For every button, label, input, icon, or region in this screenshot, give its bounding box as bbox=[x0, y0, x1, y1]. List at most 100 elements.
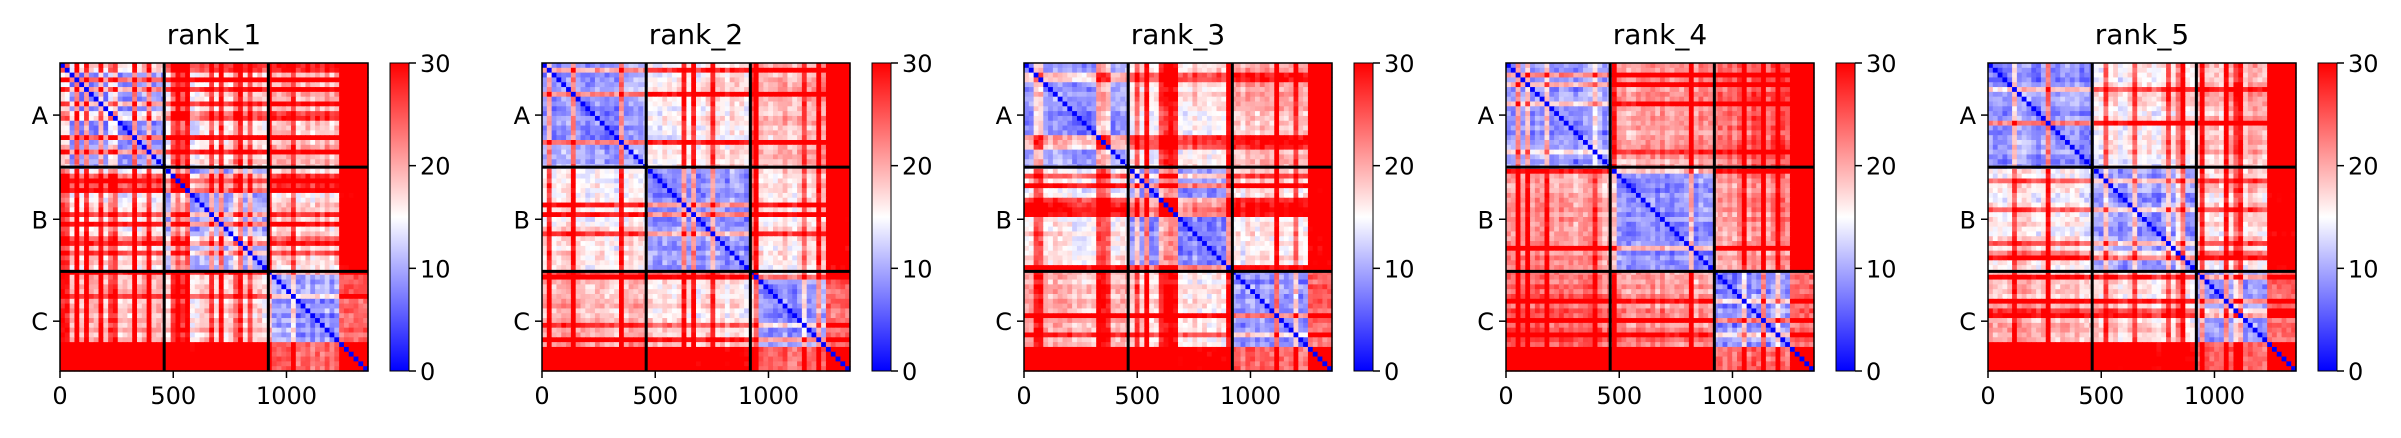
heatmap-cell bbox=[787, 101, 793, 107]
heatmap-cell bbox=[69, 140, 76, 146]
heatmap-cell bbox=[363, 87, 369, 93]
heatmap-cell bbox=[242, 221, 249, 228]
heatmap-cell bbox=[315, 236, 321, 242]
heatmap-cell bbox=[141, 250, 148, 257]
heatmap-cell bbox=[773, 106, 779, 112]
heatmap-cell bbox=[247, 101, 254, 107]
heatmap-cell bbox=[561, 106, 567, 112]
heatmap-cell bbox=[74, 168, 80, 175]
heatmap-cell bbox=[185, 188, 191, 194]
heatmap-cell bbox=[214, 140, 220, 146]
heatmap-cell bbox=[310, 178, 316, 184]
heatmap-cell bbox=[69, 250, 76, 257]
heatmap-cell bbox=[199, 318, 205, 324]
heatmap-cell bbox=[358, 154, 364, 160]
heatmap-cell bbox=[223, 183, 230, 189]
heatmap-cell bbox=[218, 337, 225, 343]
heatmap-cell bbox=[286, 212, 292, 218]
heatmap-cell bbox=[825, 91, 832, 98]
heatmap-cell bbox=[194, 308, 201, 314]
heatmap-cell bbox=[233, 197, 239, 204]
heatmap-cell bbox=[623, 125, 630, 131]
heatmap-cell bbox=[247, 120, 254, 127]
heatmap-cell bbox=[228, 178, 234, 184]
heatmap-cell bbox=[218, 91, 225, 98]
heatmap-cell bbox=[329, 63, 335, 69]
heatmap-cell bbox=[185, 154, 191, 160]
heatmap-cell bbox=[103, 120, 109, 127]
heatmap-cell bbox=[151, 255, 157, 261]
heatmap-cell bbox=[180, 318, 186, 324]
heatmap-cell bbox=[334, 366, 340, 372]
heatmap-cell bbox=[238, 197, 244, 204]
heatmap-cell bbox=[343, 140, 350, 146]
heatmap-cell bbox=[753, 101, 760, 107]
heatmap-cell bbox=[170, 212, 177, 218]
heatmap-cell bbox=[189, 318, 196, 324]
heatmap-cell bbox=[363, 366, 369, 372]
heatmap-cell bbox=[777, 82, 784, 88]
heatmap-cell bbox=[165, 192, 172, 199]
heatmap-cell bbox=[585, 91, 591, 98]
heatmap-cell bbox=[64, 226, 71, 233]
heatmap-cell bbox=[180, 245, 186, 252]
heatmap-cell bbox=[141, 207, 148, 213]
heatmap-cell bbox=[271, 221, 278, 228]
heatmap-cell bbox=[165, 106, 172, 112]
heatmap-cell bbox=[271, 197, 278, 204]
heatmap-cell bbox=[657, 115, 663, 122]
heatmap-cell bbox=[556, 106, 562, 112]
heatmap-cell bbox=[185, 106, 191, 112]
heatmap-cell bbox=[570, 67, 577, 74]
heatmap-cell bbox=[175, 250, 181, 257]
heatmap-cell bbox=[108, 202, 114, 208]
heatmap-cell bbox=[74, 313, 80, 319]
heatmap-cell bbox=[112, 96, 119, 103]
heatmap-cell bbox=[252, 342, 258, 348]
heatmap-cell bbox=[546, 111, 553, 117]
heatmap-cell bbox=[223, 106, 230, 112]
heatmap-cell bbox=[112, 289, 119, 295]
heatmap-cell bbox=[146, 212, 153, 218]
heatmap-cell bbox=[551, 63, 558, 69]
heatmap-cell bbox=[590, 63, 596, 69]
heatmap-cell bbox=[79, 120, 85, 127]
heatmap-cell bbox=[324, 351, 331, 358]
heatmap-cell bbox=[170, 346, 177, 353]
heatmap-cell bbox=[156, 159, 162, 165]
heatmap-cell bbox=[84, 63, 90, 69]
heatmap-cell bbox=[103, 144, 109, 151]
heatmap-cell bbox=[734, 120, 740, 127]
heatmap-cell bbox=[122, 183, 128, 189]
heatmap-cell bbox=[363, 342, 369, 348]
heatmap-cell bbox=[604, 115, 610, 122]
heatmap-cell bbox=[671, 125, 678, 131]
heatmap-cell bbox=[204, 236, 210, 242]
heatmap-cell bbox=[575, 115, 582, 122]
heatmap-cell bbox=[262, 154, 268, 160]
heatmap-cell bbox=[247, 154, 254, 160]
heatmap-cell bbox=[194, 265, 201, 271]
heatmap-cell bbox=[291, 313, 297, 319]
heatmap-cell bbox=[209, 130, 215, 136]
heatmap-cell bbox=[343, 135, 350, 141]
heatmap-cell bbox=[189, 313, 196, 319]
heatmap-cell bbox=[845, 82, 851, 88]
heatmap-cell bbox=[300, 101, 307, 107]
heatmap-cell bbox=[305, 289, 311, 295]
heatmap-cell bbox=[103, 346, 109, 353]
heatmap-cell bbox=[286, 140, 292, 146]
heatmap-cell bbox=[840, 82, 846, 88]
heatmap-cell bbox=[305, 366, 311, 372]
heatmap-cell bbox=[811, 115, 817, 122]
heatmap-cell bbox=[122, 298, 128, 305]
heatmap-cell bbox=[816, 87, 822, 93]
heatmap-cell bbox=[247, 202, 254, 208]
heatmap-cell bbox=[93, 202, 100, 208]
heatmap-cell bbox=[223, 125, 230, 131]
heatmap-cell bbox=[137, 356, 143, 362]
heatmap-cell bbox=[64, 361, 71, 367]
heatmap-cell bbox=[339, 274, 345, 281]
heatmap-cell bbox=[223, 72, 230, 79]
heatmap-cell bbox=[218, 294, 225, 300]
